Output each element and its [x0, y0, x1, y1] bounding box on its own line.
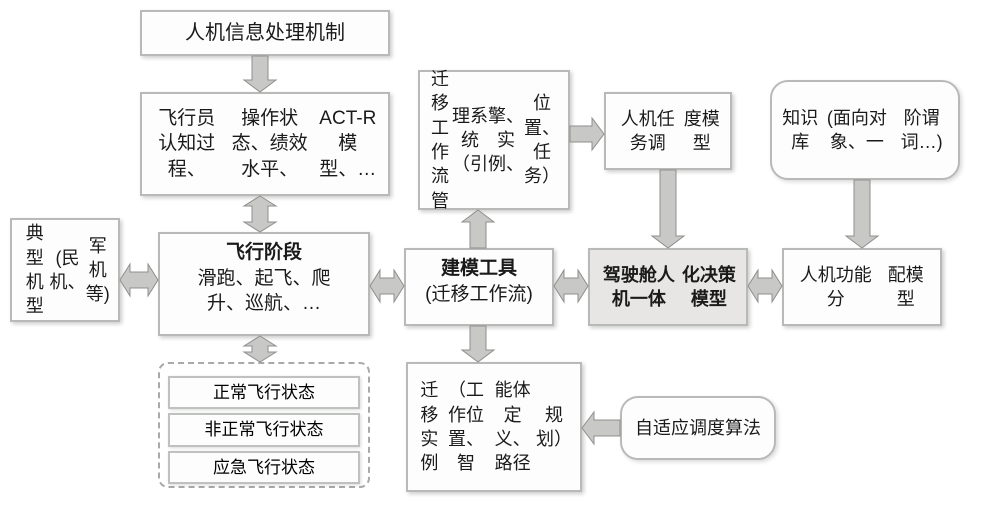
node-knowledge-base: 知识库(面向对象、一阶谓词…) — [770, 80, 960, 180]
node-pilot-cognition: 飞行员认知过程、操作状态、绩效水平、ACT-R模型、… — [140, 92, 390, 196]
state-item: 应急飞行状态 — [168, 451, 360, 484]
node-flight-phase: 飞行阶段滑跑、起飞、爬升、巡航、… — [158, 232, 370, 336]
node-cockpit-decision-model: 驾驶舱人机一体化决策模型 — [588, 248, 748, 326]
node-hmi-info-processing: 人机信息处理机制 — [140, 10, 390, 56]
state-item: 正常飞行状态 — [168, 376, 360, 409]
state-item: 非正常飞行状态 — [168, 413, 360, 446]
node-migration-instance: 迁移实例（工作位置、智能体定义、路径规划） — [406, 362, 582, 492]
node-typical-aircraft: 典型机型(民机、军机等) — [10, 218, 120, 322]
node-modeling-tool: 建模工具(迁移工作流) — [404, 248, 554, 326]
node-flight-state-group: 正常飞行状态非正常飞行状态应急飞行状态 — [158, 362, 370, 488]
node-task-scheduling-model: 人机任务调度模型 — [604, 92, 732, 170]
diagram-canvas: { "layout": { "canvas": { "w": 1000, "h"… — [0, 0, 1000, 520]
node-function-allocation-model: 人机功能分配模型 — [782, 248, 942, 326]
node-migration-workflow-mgmt: 迁移工作流管理系统（引擎、实例、位置、任务） — [418, 70, 570, 210]
node-adaptive-scheduling-algo: 自适应调度算法 — [620, 396, 776, 460]
